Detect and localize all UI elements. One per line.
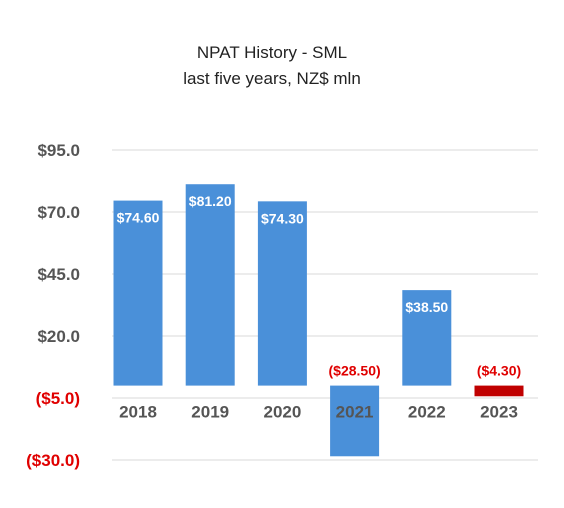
x-tick-label: 2020 xyxy=(263,403,301,422)
chart-subtitle: last five years, NZ$ mln xyxy=(183,69,361,88)
data-label: $74.30 xyxy=(261,210,304,226)
x-tick-label: 2021 xyxy=(336,403,374,422)
bar xyxy=(330,385,380,457)
x-axis-ticks: 2018 2019 2020 2021 2022 2023 xyxy=(119,403,518,422)
y-axis-ticks: $95.0 $70.0 $45.0 $20.0 ($5.0) ($30.0) xyxy=(26,141,80,470)
data-label: ($28.50) xyxy=(329,363,381,379)
y-tick-label: $95.0 xyxy=(37,141,80,160)
x-tick-label: 2019 xyxy=(191,403,229,422)
gridlines xyxy=(112,149,538,461)
bar xyxy=(113,200,163,386)
data-label: $74.60 xyxy=(117,210,160,226)
data-label: ($4.30) xyxy=(477,363,521,379)
data-label: $81.20 xyxy=(189,193,232,209)
chart-title: NPAT History - SML xyxy=(197,43,347,62)
x-tick-label: 2023 xyxy=(480,403,518,422)
bar xyxy=(185,184,235,386)
data-label: $38.50 xyxy=(405,299,448,315)
data-labels: $74.60 $81.20 $74.30 ($28.50) $38.50 ($4.30) xyxy=(117,193,522,378)
bar xyxy=(402,290,452,386)
y-tick-label: $45.0 xyxy=(37,265,80,284)
x-tick-label: 2022 xyxy=(408,403,446,422)
bars xyxy=(113,184,524,457)
bar xyxy=(474,385,524,397)
y-tick-label: $20.0 xyxy=(37,327,80,346)
y-tick-label: ($5.0) xyxy=(36,389,80,408)
x-tick-label: 2018 xyxy=(119,403,157,422)
y-tick-label: ($30.0) xyxy=(26,451,80,470)
bar xyxy=(257,201,307,386)
y-tick-label: $70.0 xyxy=(37,203,80,222)
